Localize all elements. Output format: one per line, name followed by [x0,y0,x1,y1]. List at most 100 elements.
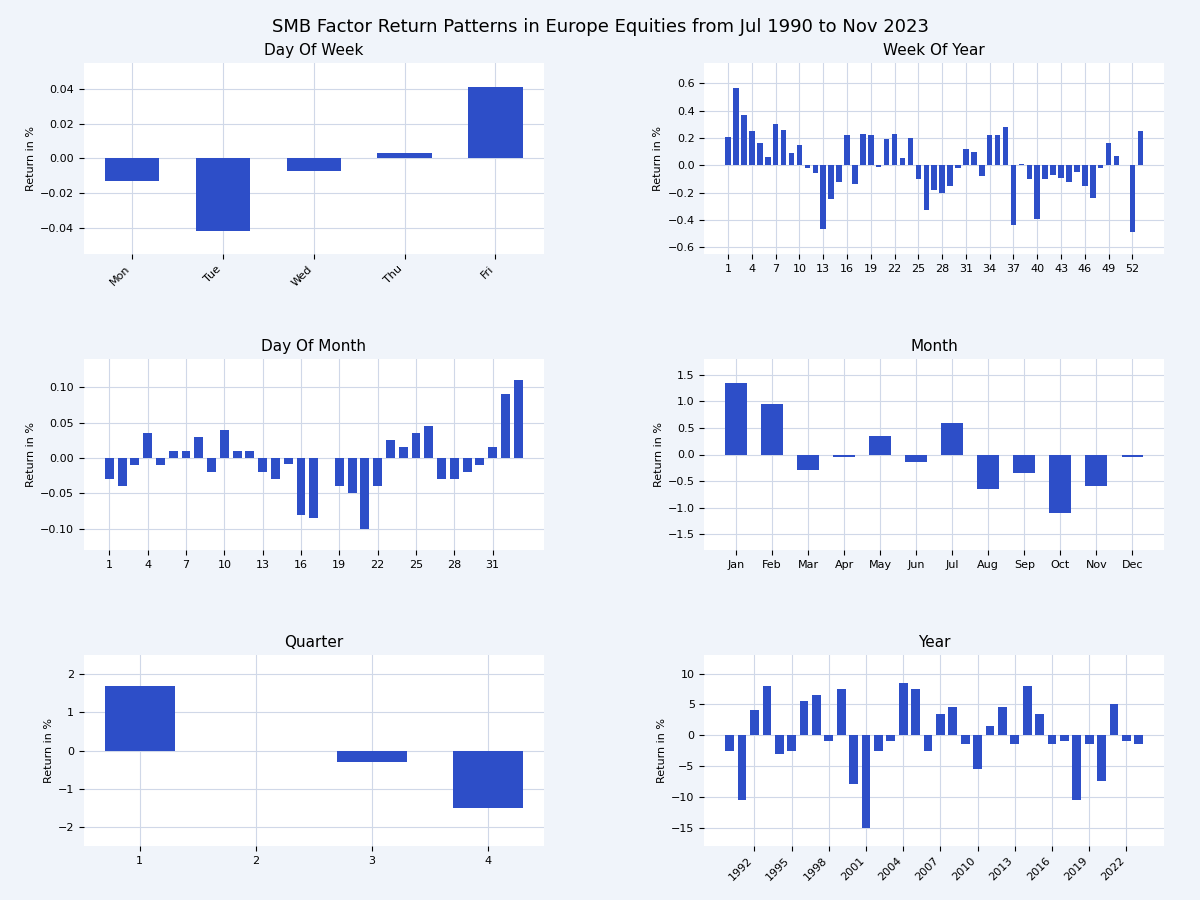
Bar [1022,686,1032,735]
Bar [425,427,433,458]
Bar [1014,454,1036,473]
Bar [869,436,890,454]
Bar [386,440,395,458]
Bar [1122,454,1144,457]
Bar [1098,166,1104,168]
Bar [978,454,1000,489]
Bar [398,447,408,458]
Bar [1134,735,1144,744]
Bar [1010,735,1019,744]
Bar [964,148,968,166]
Bar [868,135,874,166]
Bar [1067,166,1072,182]
Bar [887,735,895,742]
Bar [812,695,821,735]
Bar [986,135,992,166]
Y-axis label: Return in %: Return in % [43,718,54,783]
Bar [337,751,407,762]
Bar [947,166,953,185]
Y-axis label: Return in %: Return in % [654,422,664,487]
Bar [104,158,160,181]
Bar [194,436,203,458]
Bar [862,735,870,827]
Bar [1060,735,1069,742]
Bar [936,714,944,735]
Bar [725,735,734,751]
Bar [911,688,920,735]
Bar [985,726,995,735]
Bar [804,166,810,168]
Bar [900,158,905,166]
Bar [1050,166,1056,175]
Bar [836,688,846,735]
Bar [940,166,944,193]
Bar [916,166,922,179]
Bar [196,158,251,231]
Bar [296,458,306,515]
Bar [899,683,907,735]
Bar [850,735,858,785]
Bar [1085,735,1093,744]
Bar [246,451,254,458]
Bar [905,454,928,463]
Bar [514,380,523,458]
Title: Day Of Week: Day Of Week [264,42,364,58]
Bar [454,751,523,808]
Bar [1050,454,1072,513]
Bar [1048,735,1056,744]
Bar [287,158,341,171]
Bar [773,124,779,166]
Bar [797,145,803,166]
Bar [836,166,842,182]
Bar [845,135,850,166]
Bar [971,152,977,166]
Bar [412,433,420,458]
Bar [348,458,356,493]
Bar [852,166,858,184]
Bar [169,451,178,458]
Bar [924,735,932,751]
Bar [757,143,762,166]
Bar [1019,164,1024,166]
Bar [1074,166,1080,172]
Bar [799,701,809,735]
Bar [931,166,937,190]
Bar [955,166,961,168]
Bar [156,458,164,465]
Bar [208,458,216,473]
Bar [258,458,268,473]
Bar [283,458,293,464]
Bar [874,735,883,751]
Bar [488,447,497,458]
Bar [761,404,782,454]
Bar [764,158,770,166]
Bar [781,130,786,166]
Bar [1058,166,1064,177]
Bar [233,451,241,458]
Title: Week Of Year: Week Of Year [883,42,985,58]
Bar [750,710,758,735]
Bar [1097,735,1106,781]
Bar [143,433,152,458]
Bar [824,735,833,742]
Bar [812,166,818,174]
Bar [1110,705,1118,735]
Bar [995,135,1001,166]
Title: Quarter: Quarter [284,634,343,650]
Y-axis label: Return in %: Return in % [26,422,36,487]
Bar [1082,166,1087,185]
Bar [1090,166,1096,198]
Bar [463,458,472,473]
Bar [924,166,929,211]
Bar [833,454,854,457]
Bar [892,134,898,166]
Bar [373,458,382,486]
Bar [1003,127,1008,166]
Title: Day Of Month: Day Of Month [262,338,366,354]
Bar [942,423,964,454]
Bar [104,458,114,480]
Title: Month: Month [911,338,958,354]
Bar [787,735,796,751]
Bar [828,166,834,200]
Bar [1073,735,1081,800]
